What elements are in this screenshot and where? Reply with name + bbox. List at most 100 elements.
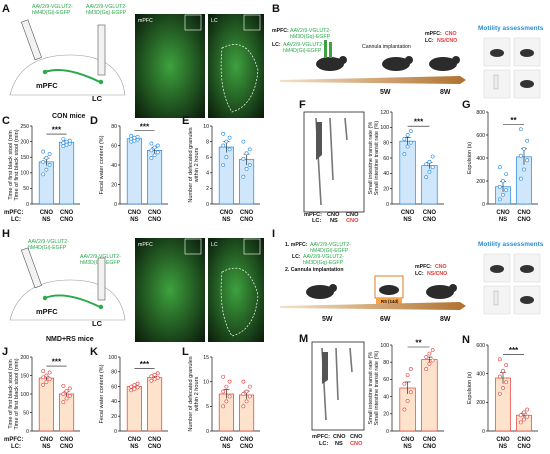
region-mpfc-a: mPFC bbox=[36, 81, 58, 90]
sig-stars: *** bbox=[52, 358, 62, 367]
virus-label-side-h: AAV2/9-VGLUT2- bbox=[80, 254, 121, 260]
data-point bbox=[430, 165, 435, 170]
data-point bbox=[227, 135, 232, 140]
row1-val2-m: CNO bbox=[350, 434, 363, 440]
data-point bbox=[152, 377, 157, 382]
y-tick-label: 0 bbox=[206, 202, 209, 208]
category-top-label: CNO bbox=[220, 437, 234, 443]
row2-val1-f: NS bbox=[330, 218, 338, 224]
category-bottom-label: CNO bbox=[148, 217, 162, 223]
mouse-icons-i bbox=[306, 275, 457, 299]
data-point bbox=[247, 163, 252, 167]
region-lc-h: LC bbox=[92, 319, 103, 328]
data-point bbox=[522, 167, 526, 172]
y-axis-label: Expulsion (s) bbox=[467, 142, 473, 174]
data-point bbox=[430, 348, 435, 353]
data-point bbox=[224, 155, 229, 160]
virus-label-top2-a: hM4D(Gi)-EGFP bbox=[32, 10, 71, 16]
data-point bbox=[241, 379, 246, 384]
week-8-i: 8W bbox=[440, 316, 451, 323]
data-point bbox=[247, 394, 252, 399]
data-point bbox=[402, 407, 407, 412]
row1-val2-f: CNO bbox=[346, 212, 359, 218]
mice-label-h: NMD+RS mice bbox=[46, 336, 94, 343]
week-6-i: 6W bbox=[380, 316, 391, 323]
y-tick-label: 250 bbox=[20, 124, 29, 130]
category-top-label: CNO bbox=[496, 437, 510, 443]
data-point bbox=[518, 420, 523, 425]
data-point bbox=[227, 379, 232, 384]
y-axis-label: Expulsion (s) bbox=[467, 372, 473, 404]
bar bbox=[516, 414, 532, 432]
data-point bbox=[224, 399, 229, 404]
data-point bbox=[525, 138, 530, 143]
data-point bbox=[67, 386, 72, 391]
data-point bbox=[497, 357, 502, 362]
bar bbox=[495, 377, 511, 432]
row1-val1-m: CNO bbox=[333, 434, 346, 440]
category-top-label: CNO bbox=[240, 210, 254, 216]
week-5-i: 5W bbox=[322, 316, 333, 323]
y-tick-label: 40 bbox=[111, 163, 117, 169]
sig-stars: ** bbox=[415, 339, 422, 348]
mouse-icons-b bbox=[316, 40, 460, 71]
category-top-label: CNO bbox=[423, 437, 437, 443]
data-point bbox=[64, 139, 69, 144]
y-tick-label: 0 bbox=[386, 429, 389, 435]
virus-label-side2-a: hM3D(Gq)-EGFP bbox=[86, 10, 127, 16]
intestine-stomach-f bbox=[316, 122, 322, 160]
data-point bbox=[405, 398, 410, 403]
category-top-label: CNO bbox=[496, 210, 510, 216]
data-point bbox=[132, 386, 137, 391]
y-tick-label: 20 bbox=[111, 182, 117, 188]
category-bottom-label: CNO bbox=[148, 444, 162, 450]
virus-label-top-h: AAV2/9-VGLUT2- bbox=[28, 239, 69, 245]
y-tick-label: 0 bbox=[26, 202, 29, 208]
data-point bbox=[149, 374, 154, 379]
category-bottom-label: NS bbox=[403, 217, 411, 223]
category-top-label: CNO bbox=[423, 210, 437, 216]
y-tick-label: 100 bbox=[20, 392, 29, 398]
data-point bbox=[221, 143, 226, 148]
data-point bbox=[430, 154, 435, 159]
data-point bbox=[47, 163, 52, 167]
row1-label-m: mPFC: bbox=[312, 434, 330, 440]
data-point bbox=[501, 179, 505, 183]
rs-box-i bbox=[376, 298, 402, 304]
category-top-label: CNO bbox=[401, 437, 415, 443]
row1-label-f: mPFC: bbox=[304, 212, 322, 218]
data-point bbox=[47, 370, 52, 375]
bar bbox=[126, 386, 142, 432]
data-point bbox=[408, 390, 413, 395]
data-point bbox=[405, 133, 410, 137]
sig-stars: *** bbox=[509, 346, 519, 355]
treat1-pre-i: mPFC: bbox=[415, 264, 432, 270]
category-bottom-label: NS bbox=[499, 444, 507, 450]
row2-label-m: LC: bbox=[319, 441, 328, 447]
data-point bbox=[241, 156, 246, 161]
data-point bbox=[41, 369, 46, 373]
y-tick-label: 600 bbox=[476, 343, 485, 349]
y-tick-label: 10 bbox=[203, 124, 209, 130]
data-point bbox=[497, 165, 502, 170]
fluorescence-image-mpfc-a bbox=[135, 14, 205, 118]
data-point bbox=[155, 150, 160, 155]
category-top-label: CNO bbox=[148, 437, 162, 443]
chart-e: 0 2 4 6 8 10 Number of defecated granules withi… bbox=[188, 124, 260, 223]
bar bbox=[147, 377, 163, 432]
group-lc-label-j: LC: bbox=[11, 444, 21, 450]
data-point bbox=[424, 367, 429, 371]
week-8-b: 8W bbox=[440, 89, 451, 96]
panel-letter-g: G bbox=[462, 99, 471, 111]
data-point bbox=[41, 375, 46, 380]
row2-val2-f: CNO bbox=[346, 218, 359, 224]
treat1-i: CNO bbox=[435, 264, 447, 270]
data-point bbox=[44, 373, 49, 378]
data-point bbox=[424, 162, 429, 167]
y-axis-label: Time of first black stool (min) bbox=[14, 358, 20, 429]
